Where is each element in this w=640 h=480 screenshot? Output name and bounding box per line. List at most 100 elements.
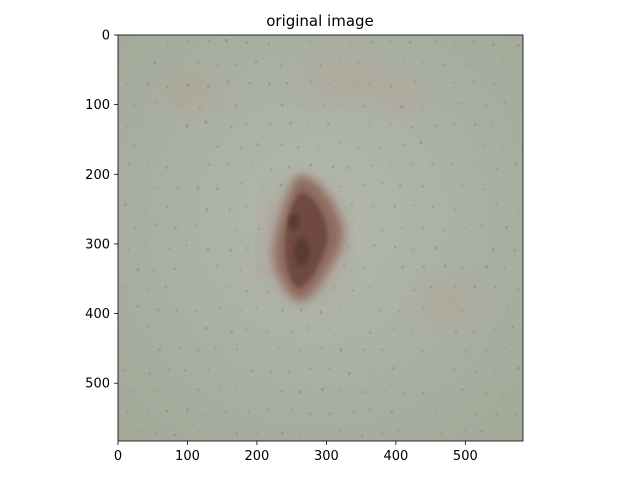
skin-pore <box>280 143 283 147</box>
skin-pore <box>196 186 200 190</box>
x-tick-label: 200 <box>245 449 270 464</box>
skin-pore <box>420 434 423 437</box>
skin-pore <box>471 39 475 43</box>
skin-pore <box>464 350 468 354</box>
skin-pore <box>450 163 453 165</box>
x-axis: 0 100 200 300 400 500 <box>114 441 478 464</box>
skin-pore <box>331 166 335 169</box>
skin-pore <box>234 104 238 108</box>
skin-pore <box>165 166 169 169</box>
skin-pore <box>390 163 393 166</box>
skin-pore <box>452 81 456 84</box>
skin-pore <box>266 407 270 412</box>
skin-pore <box>269 123 272 126</box>
skin-pore <box>380 228 384 232</box>
redness-patch <box>365 73 435 117</box>
skin-pore <box>495 412 499 416</box>
skin-pore <box>225 372 228 375</box>
skin-pore <box>370 164 373 167</box>
skin-pore <box>328 412 332 416</box>
skin-pore <box>486 350 489 353</box>
skin-pore <box>493 328 496 331</box>
skin-pore <box>368 285 371 288</box>
skin-pore <box>398 184 402 187</box>
skin-pore <box>357 147 360 150</box>
skin-pore <box>454 208 457 211</box>
skin-pore <box>527 182 530 185</box>
skin-pore <box>205 412 208 415</box>
skin-pore <box>309 163 313 167</box>
skin-pore <box>460 310 464 313</box>
skin-pore <box>455 244 458 247</box>
skin-pore <box>239 269 242 272</box>
skin-pore <box>401 143 405 147</box>
skin-pore <box>310 80 313 84</box>
skin-pore <box>329 41 332 44</box>
skin-pore <box>422 265 426 269</box>
skin-pore <box>362 348 365 351</box>
skin-pore <box>369 83 372 86</box>
skin-pore <box>207 163 211 167</box>
skin-pore <box>229 248 233 252</box>
skin-pore <box>132 104 136 108</box>
skin-pore <box>196 388 200 392</box>
skin-pore <box>390 410 394 414</box>
skin-pore <box>440 433 443 436</box>
skin-pore <box>125 124 128 128</box>
skin-pore <box>281 309 284 312</box>
skin-pore <box>136 305 140 309</box>
skin-pore <box>198 430 201 433</box>
skin-pore <box>296 145 300 149</box>
skin-pore <box>368 121 371 124</box>
skin-pore <box>153 61 157 65</box>
skin-pore <box>389 40 392 43</box>
skin-pore <box>145 245 148 248</box>
skin-pore <box>516 125 519 128</box>
skin-pore <box>472 80 475 83</box>
skin-pore <box>215 187 219 191</box>
skin-pore <box>502 61 505 64</box>
skin-pore <box>481 144 485 148</box>
skin-pore <box>434 40 438 44</box>
skin-pore <box>403 392 407 396</box>
skin-pore <box>124 42 127 45</box>
y-axis: 0 100 200 300 400 500 <box>85 29 118 392</box>
skin-pore <box>148 372 151 375</box>
skin-pore <box>464 63 467 66</box>
skin-pore <box>421 391 425 395</box>
skin-pore <box>155 102 158 105</box>
skin-pore <box>245 246 250 250</box>
skin-pore <box>443 264 447 268</box>
skin-pore <box>206 85 210 89</box>
skin-pore <box>133 226 137 230</box>
skin-pore <box>524 265 527 268</box>
skin-pore <box>226 79 230 84</box>
skin-pore <box>193 310 197 313</box>
skin-pore <box>491 123 494 127</box>
skin-pore <box>245 289 249 293</box>
skin-pore <box>216 145 220 149</box>
skin-pore <box>183 327 186 330</box>
skin-pore <box>239 309 242 312</box>
skin-pore <box>433 328 436 331</box>
skin-pore <box>145 288 149 292</box>
skin-pore <box>473 123 477 126</box>
skin-pore <box>185 243 188 247</box>
skin-pore <box>174 65 177 68</box>
skin-pore <box>338 141 342 145</box>
skin-pore <box>371 40 375 44</box>
skin-pore <box>517 207 520 210</box>
skin-pore <box>472 248 474 251</box>
skin-pore <box>460 266 464 270</box>
y-tick-label: 0 <box>102 29 110 44</box>
skin-pore <box>255 306 258 309</box>
skin-pore <box>389 123 392 125</box>
skin-pore <box>156 308 160 312</box>
skin-pore <box>178 346 181 349</box>
skin-pore <box>393 245 397 249</box>
skin-pore <box>309 40 312 44</box>
skin-pore <box>409 371 412 374</box>
skin-pore <box>391 366 395 370</box>
skin-pore <box>147 409 150 412</box>
skin-pore <box>320 387 325 392</box>
